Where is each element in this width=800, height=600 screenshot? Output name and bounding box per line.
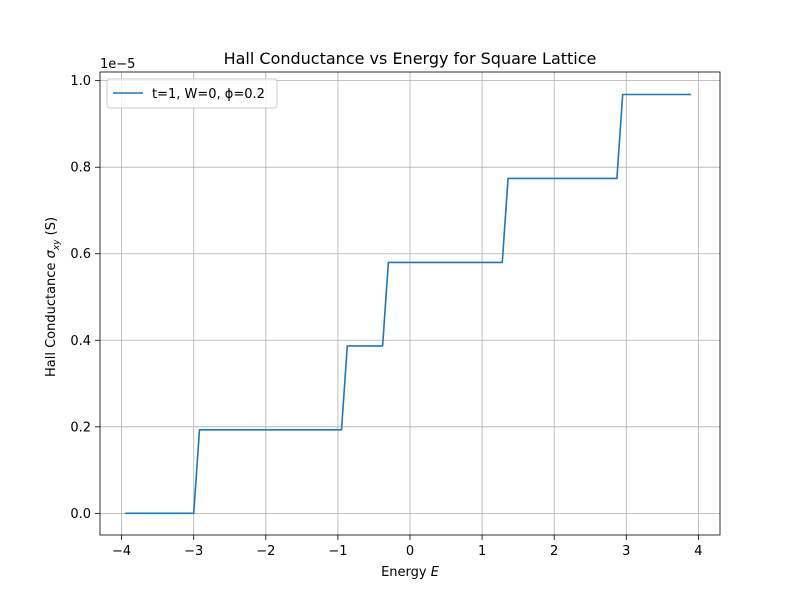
y-axis-label-subscript: xy <box>52 239 62 251</box>
series-line <box>125 93 692 515</box>
y-axis-label-symbol: σ <box>44 249 59 258</box>
y-tick-label: 0.6 <box>70 247 91 262</box>
x-tick-label: 4 <box>694 544 702 559</box>
x-axis-label: Energy E <box>381 565 440 580</box>
x-axis-ticks: −4 −3 −2 −1 0 1 2 3 4 <box>112 535 703 559</box>
y-axis-label-unit: (S) <box>44 217 59 240</box>
legend-label: t=1, W=0, ϕ=0.2 <box>152 87 265 102</box>
x-tick-label: 3 <box>622 544 630 559</box>
grid <box>100 72 720 535</box>
x-tick-label: −2 <box>256 544 275 559</box>
x-tick-label: 0 <box>406 544 414 559</box>
y-tick-label: 1.0 <box>70 74 91 89</box>
y-offset-label: 1e−5 <box>100 57 135 72</box>
y-tick-label: 0.8 <box>70 161 91 176</box>
y-axis-ticks: 0.0 0.2 0.4 0.6 0.8 1.0 <box>70 74 100 522</box>
y-axis-label: Hall Conductance σxy (S) <box>44 217 62 377</box>
x-axis-label-math: E <box>431 565 440 580</box>
x-tick-label: 2 <box>550 544 558 559</box>
y-tick-label: 0.0 <box>70 507 91 522</box>
y-axis-label-text: Hall Conductance <box>44 258 59 377</box>
series-layer <box>125 93 692 515</box>
chart-title: Hall Conductance vs Energy for Square La… <box>224 49 597 68</box>
legend-box <box>106 78 278 109</box>
x-tick-label: 1 <box>478 544 486 559</box>
x-axis-label-text: Energy <box>381 565 431 580</box>
y-tick-label: 0.4 <box>70 334 91 349</box>
x-tick-label: −4 <box>112 544 131 559</box>
x-tick-label: −3 <box>184 544 203 559</box>
y-tick-label: 0.2 <box>70 420 91 435</box>
legend: t=1, W=0, ϕ=0.2 <box>106 78 278 109</box>
x-tick-label: −1 <box>328 544 347 559</box>
